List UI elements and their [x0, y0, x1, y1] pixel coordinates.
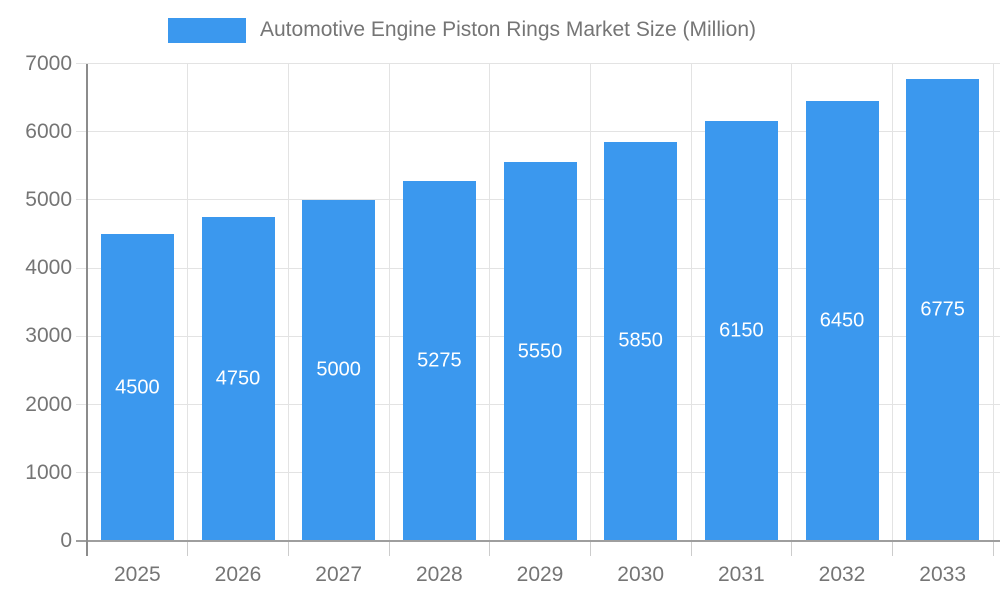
- gridline-vertical: [891, 63, 893, 541]
- bar-value-label: 6775: [920, 298, 965, 321]
- bar-value-label: 5550: [517, 340, 563, 363]
- y-axis-tick-label: 3000: [25, 324, 72, 348]
- bar: [201, 216, 275, 541]
- x-axis-tick: [589, 541, 591, 556]
- x-axis-tick-label: 2025: [113, 563, 161, 586]
- x-axis-tick: [489, 541, 491, 556]
- y-axis-tick-label: 7000: [25, 51, 72, 75]
- bar-value-label: 5850: [618, 329, 663, 352]
- bar: [100, 234, 174, 541]
- bar-value-label: 5000: [316, 358, 361, 381]
- y-axis-tick-label: 6000: [25, 119, 72, 143]
- y-axis-tick-label: 0: [60, 529, 72, 552]
- gridline-horizontal: [76, 131, 1000, 133]
- bar: [704, 121, 778, 541]
- x-axis-tick: [690, 541, 692, 556]
- gridline-vertical: [388, 63, 390, 541]
- legend-swatch: [168, 17, 246, 43]
- gridline-vertical: [589, 63, 591, 541]
- x-axis-tick: [891, 541, 893, 556]
- legend-label: Automotive Engine Piston Rings Market Si…: [260, 18, 757, 41]
- x-axis-tick: [187, 541, 189, 556]
- gridline-vertical: [992, 63, 994, 541]
- x-axis-tick-label: 2029: [516, 563, 564, 586]
- x-axis-tick-label: 2031: [717, 563, 765, 586]
- bar: [604, 141, 678, 541]
- gridline-vertical: [187, 63, 189, 541]
- bar: [503, 162, 577, 541]
- y-axis-tick-label: 4000: [25, 256, 72, 280]
- y-axis-tick-label: 5000: [25, 187, 72, 211]
- bar-value-label: 6150: [719, 319, 764, 342]
- y-axis-tick-label: 1000: [25, 460, 72, 484]
- bar: [302, 199, 376, 541]
- bar-value-label: 4500: [115, 376, 160, 399]
- x-axis-line: [76, 540, 1000, 542]
- x-axis-tick: [791, 541, 793, 556]
- gridline-vertical: [791, 63, 793, 541]
- bar-value-label: 5275: [417, 349, 462, 372]
- y-axis-line: [85, 63, 88, 556]
- bar-value-label: 6450: [819, 309, 865, 332]
- gridline-horizontal: [76, 63, 1000, 64]
- bar: [906, 78, 980, 541]
- bar: [805, 101, 879, 541]
- x-axis-tick-label: 2026: [214, 563, 262, 586]
- x-axis-tick: [388, 541, 390, 556]
- gridline-vertical: [690, 63, 692, 541]
- x-axis-tick-label: 2027: [315, 563, 363, 586]
- x-axis-tick: [287, 541, 289, 556]
- x-axis-tick-label: 2028: [415, 563, 463, 586]
- x-axis-tick: [992, 541, 994, 556]
- y-axis-tick-label: 2000: [25, 392, 72, 416]
- bar: [402, 181, 476, 541]
- chart-legend: Automotive Engine Piston Rings Market Si…: [168, 17, 756, 43]
- x-axis-tick-label: 2032: [818, 563, 866, 586]
- bar-value-label: 4750: [215, 367, 261, 390]
- gridline-vertical: [287, 63, 289, 541]
- x-axis-tick-label: 2033: [919, 563, 967, 586]
- x-axis-tick-label: 2030: [617, 563, 665, 586]
- gridline-vertical: [489, 63, 491, 541]
